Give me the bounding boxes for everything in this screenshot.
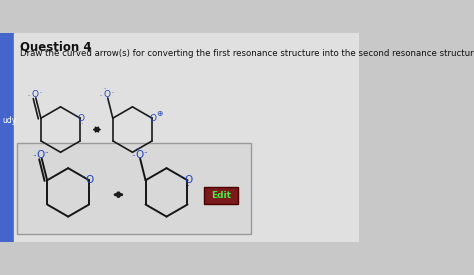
Text: O: O [77,114,84,123]
Bar [204,187,238,204]
Text: ··: ·· [27,93,31,98]
Text: O: O [86,175,94,185]
Text: ··: ·· [99,93,103,98]
Text: ··: ·· [39,90,43,95]
Text: ··: ·· [73,113,76,118]
Text: ·: · [187,182,190,191]
Text: ··: ·· [45,150,49,156]
Text: O: O [31,90,38,99]
Text: ·: · [89,182,91,191]
Bar [0,34,14,241]
Text: O: O [103,90,110,99]
Text: Question 4: Question 4 [20,41,91,54]
Text: udy: udy [2,116,17,125]
Bar [17,143,251,234]
Text: ··: ·· [33,153,37,160]
Text: ··: ·· [81,174,85,180]
Text: O: O [184,175,192,185]
Text: O: O [149,114,156,123]
Text: Edit: Edit [211,191,231,200]
Text: ··: ·· [111,90,114,95]
Text: O: O [36,150,45,160]
Text: O: O [135,150,143,160]
Text: ·: · [80,120,82,129]
Text: ··: ·· [136,146,140,152]
Text: ··: ·· [179,174,184,180]
Text: ⊕: ⊕ [156,109,163,118]
Text: ··: ·· [143,150,147,156]
Text: ··: ·· [104,86,107,91]
Text: ··: ·· [131,153,136,160]
Text: Draw the curved arrow(s) for converting the first resonance structure into the s: Draw the curved arrow(s) for converting … [20,49,474,58]
